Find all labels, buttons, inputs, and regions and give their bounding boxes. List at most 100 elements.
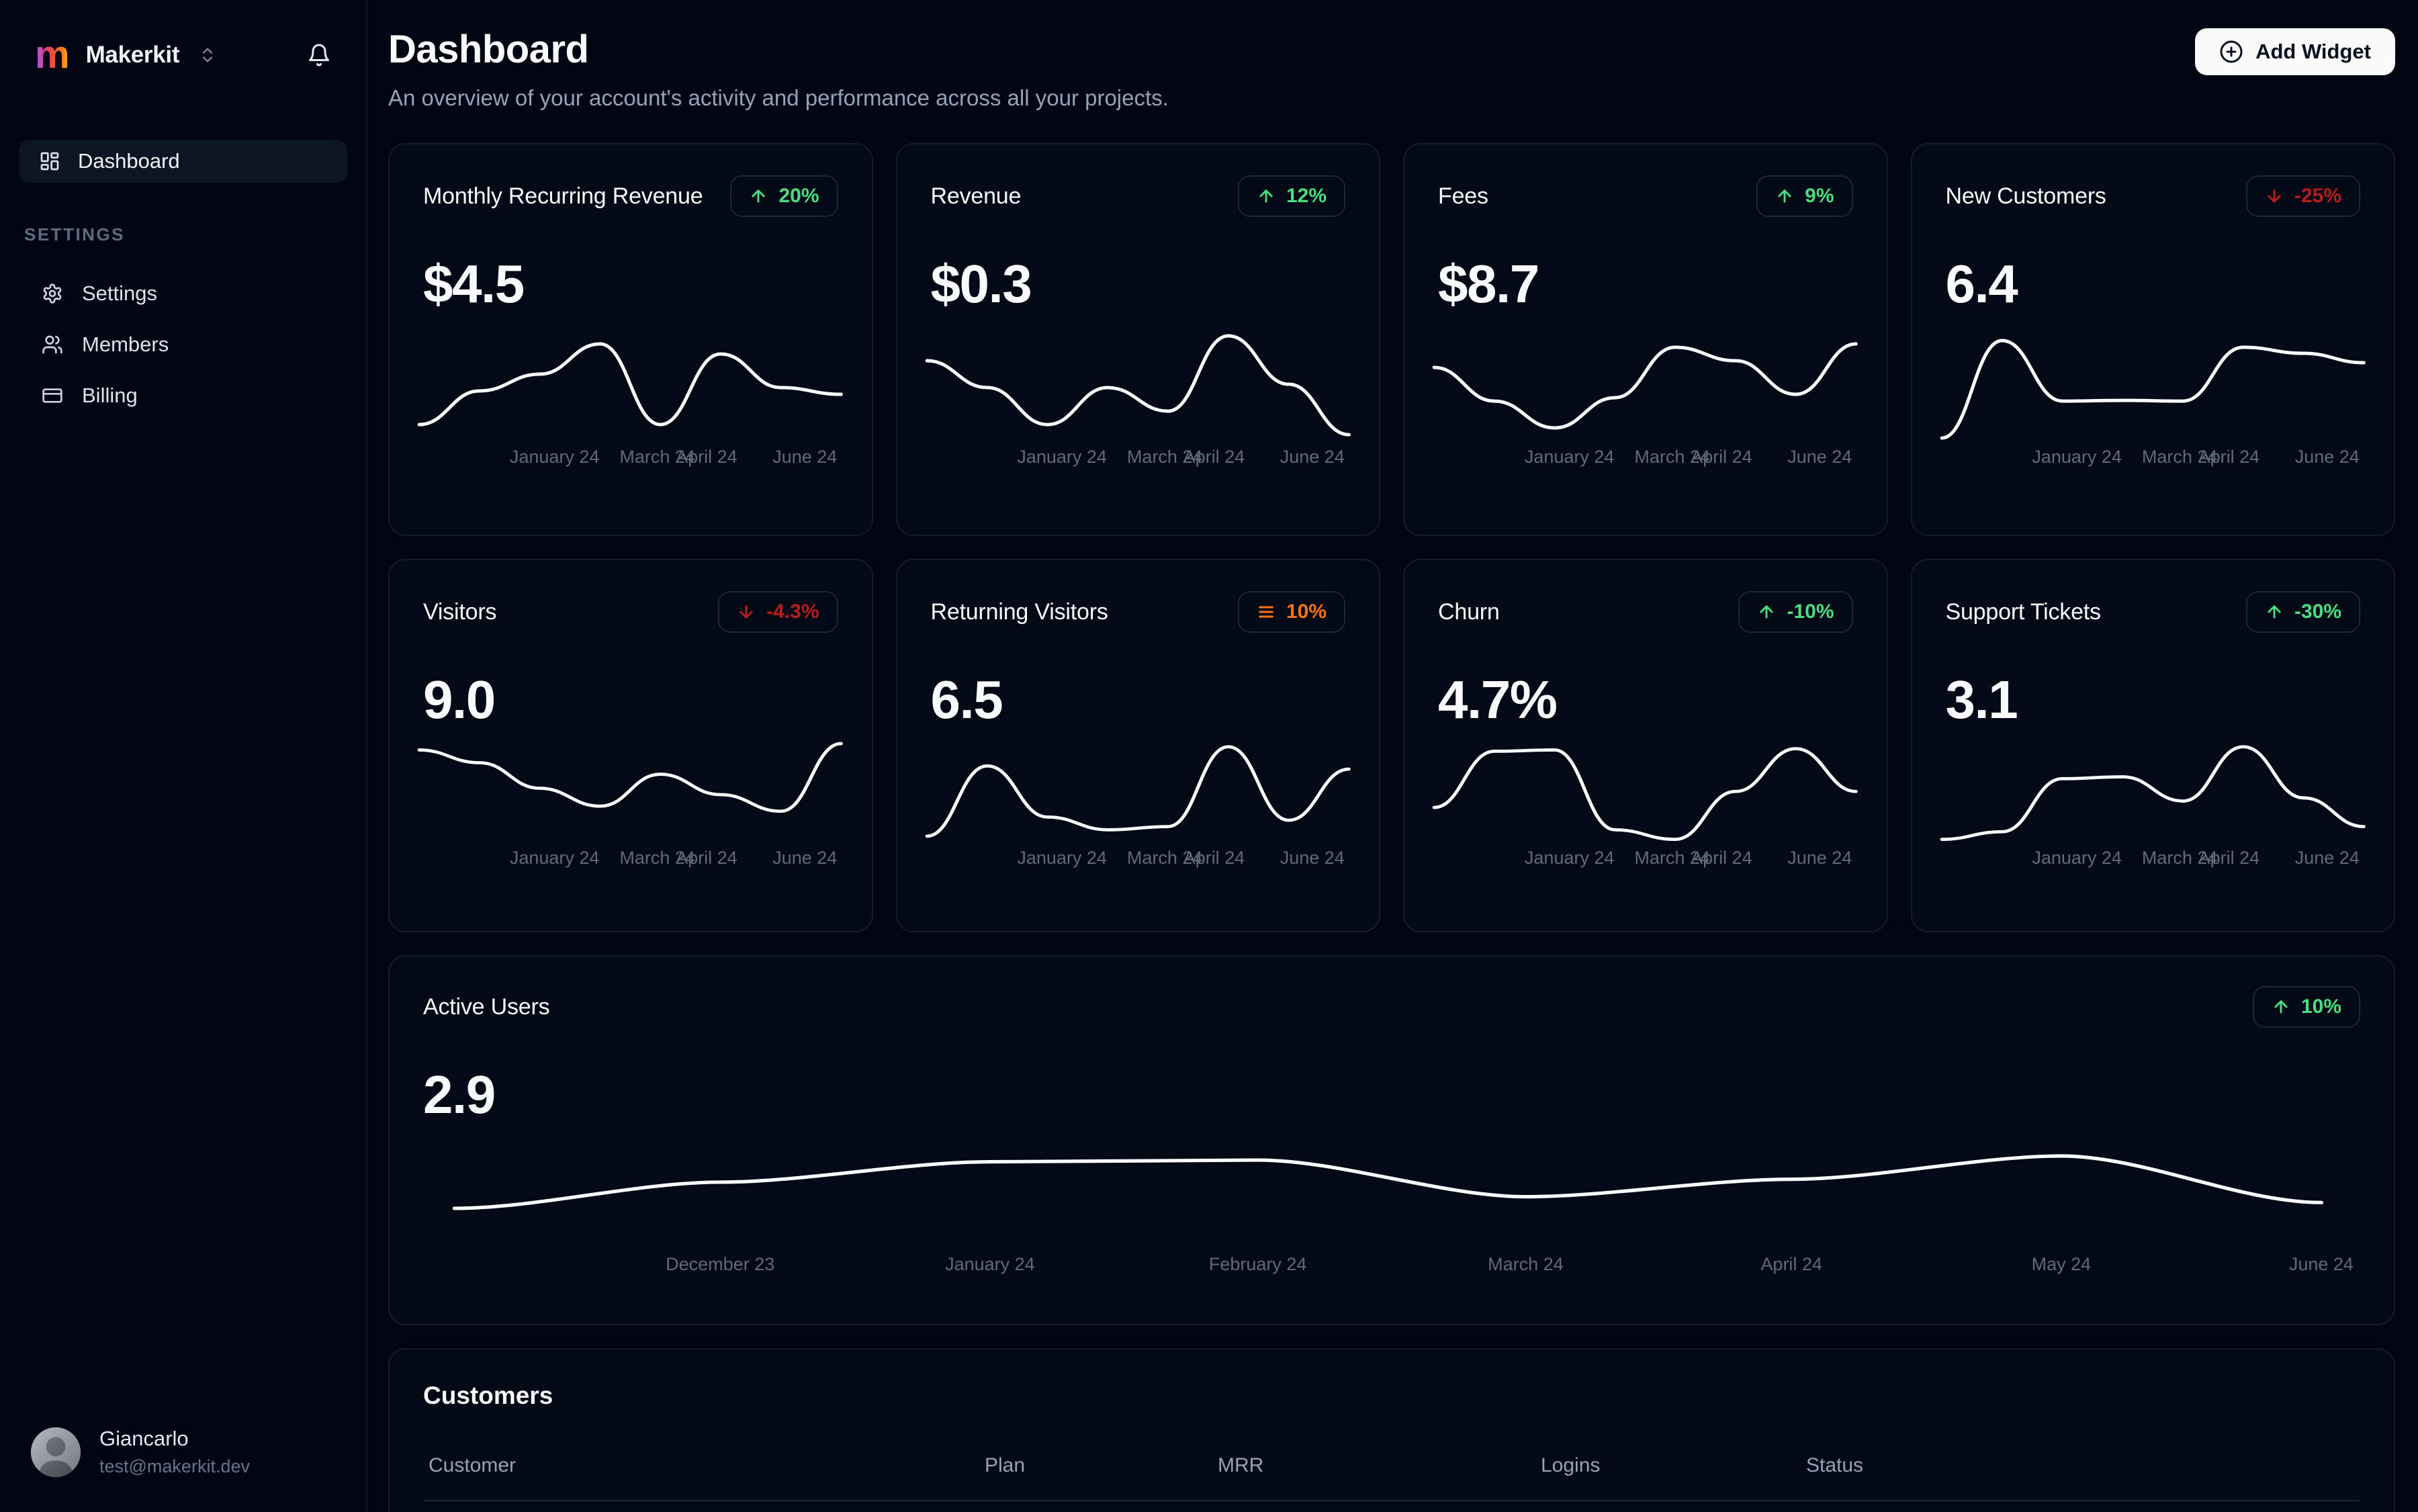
card-returning-visitors: Returning Visitors 10% 6.5 January 24 Ma… bbox=[895, 559, 1380, 932]
trend-value: 20% bbox=[778, 185, 819, 207]
notifications-bell-icon[interactable] bbox=[307, 43, 331, 67]
x-tick: March 24 bbox=[619, 447, 695, 468]
sidebar-item-members[interactable]: Members bbox=[0, 319, 366, 370]
trend-badge: -30% bbox=[2245, 591, 2360, 633]
column-header-logins: Logins bbox=[1541, 1454, 1601, 1476]
x-axis-labels: December 23 January 24 February 24 March… bbox=[407, 1254, 2376, 1284]
stat-value: 2.9 bbox=[423, 1065, 496, 1124]
arrow-up-icon bbox=[2265, 603, 2284, 621]
page-subtitle: An overview of your account's activity a… bbox=[388, 85, 1169, 110]
makerkit-logo-icon: m bbox=[35, 32, 70, 77]
sparkline-path bbox=[925, 334, 1351, 437]
stat-value: 9.0 bbox=[423, 670, 496, 729]
active-users-line bbox=[452, 1154, 2324, 1210]
stat-value: 6.4 bbox=[1945, 254, 2018, 314]
card-visitors: Visitors -4.3% 9.0 January 24 March 24 A… bbox=[388, 559, 873, 932]
x-axis-labels: January 24 March 24 April 24 June 24 bbox=[915, 447, 1362, 476]
trend-badge: 12% bbox=[1237, 175, 1345, 217]
x-axis-labels: January 24 March 24 April 24 June 24 bbox=[1422, 447, 1869, 476]
x-tick: March 24 bbox=[1634, 847, 1710, 868]
sparkline-chart bbox=[407, 731, 854, 846]
sidebar-item-dashboard[interactable]: Dashboard bbox=[19, 140, 347, 183]
sidebar-header: m Makerkit bbox=[0, 30, 366, 81]
x-tick: June 24 bbox=[1787, 847, 1852, 868]
x-tick: January 24 bbox=[1524, 447, 1615, 468]
sparkline-chart bbox=[915, 324, 1362, 445]
x-tick: December 23 bbox=[666, 1254, 775, 1275]
card-active-users: Active Users 10% 2.9 December 23 January… bbox=[388, 955, 2395, 1325]
x-tick: January 24 bbox=[2032, 847, 2122, 868]
x-tick: April 24 bbox=[676, 447, 737, 468]
x-tick: June 24 bbox=[2294, 847, 2360, 868]
card-fees: Fees 9% $8.7 January 24 March 24 April 2… bbox=[1403, 143, 1888, 536]
stat-cards-row-1: Monthly Recurring Revenue 20% $4.5 Janua… bbox=[388, 143, 2395, 536]
card-title: Returning Visitors bbox=[930, 598, 1108, 625]
trend-badge: -25% bbox=[2245, 175, 2360, 217]
stat-value: $8.7 bbox=[1438, 254, 1539, 314]
card-title: Visitors bbox=[423, 598, 497, 625]
stat-value: 3.1 bbox=[1945, 670, 2018, 729]
card-monthly-recurring-revenue: Monthly Recurring Revenue 20% $4.5 Janua… bbox=[388, 143, 873, 536]
customers-table-header: Customer Plan MRR Logins Status bbox=[423, 1454, 2360, 1477]
x-tick: April 24 bbox=[1691, 847, 1752, 868]
stat-value: 6.5 bbox=[930, 670, 1003, 729]
user-email: test@makerkit.dev bbox=[99, 1456, 250, 1476]
user-menu[interactable]: Giancarlo test@makerkit.dev bbox=[0, 1427, 366, 1477]
trend-value: 10% bbox=[2300, 995, 2341, 1018]
page-title: Dashboard bbox=[388, 28, 589, 71]
x-axis-labels: January 24 March 24 April 24 June 24 bbox=[407, 848, 854, 877]
column-header-mrr: MRR bbox=[1218, 1454, 1264, 1476]
add-widget-button[interactable]: Add Widget bbox=[2195, 28, 2395, 75]
sidebar-item-billing[interactable]: Billing bbox=[0, 370, 366, 421]
x-tick: March 24 bbox=[1634, 447, 1710, 468]
card-support-tickets: Support Tickets -30% 3.1 January 24 Marc… bbox=[1910, 559, 2395, 932]
x-tick: April 24 bbox=[676, 847, 737, 868]
sparkline-path bbox=[1940, 745, 2366, 841]
x-axis-labels: January 24 March 24 April 24 June 24 bbox=[407, 447, 854, 476]
card-revenue: Revenue 12% $0.3 January 24 March 24 Apr… bbox=[895, 143, 1380, 536]
card-customers: Customers Customer Plan MRR Logins Statu… bbox=[388, 1348, 2395, 1512]
x-tick: January 24 bbox=[1017, 447, 1107, 468]
card-title: New Customers bbox=[1945, 183, 2106, 209]
column-header-customer: Customer bbox=[429, 1454, 517, 1476]
sidebar-item-settings[interactable]: Settings bbox=[0, 268, 366, 319]
x-tick: April 24 bbox=[1183, 847, 1245, 868]
x-tick: March 24 bbox=[2141, 847, 2218, 868]
sparkline-chart bbox=[1930, 731, 2377, 846]
x-tick: January 24 bbox=[509, 847, 600, 868]
trend-value: 10% bbox=[1286, 601, 1327, 623]
active-users-chart bbox=[407, 1147, 2376, 1217]
sparkline-chart bbox=[1422, 324, 1869, 445]
sparkline-path bbox=[1432, 747, 1858, 841]
workspace-selector[interactable]: m Makerkit bbox=[35, 32, 217, 77]
x-tick: April 24 bbox=[1691, 447, 1752, 468]
customers-title: Customers bbox=[423, 1382, 553, 1409]
user-name: Giancarlo bbox=[99, 1427, 189, 1450]
trend-badge: -10% bbox=[1738, 591, 1853, 633]
sidebar-item-label: Members bbox=[82, 332, 169, 356]
trend-value: 9% bbox=[1805, 185, 1834, 207]
x-tick: March 24 bbox=[1126, 847, 1203, 868]
sidebar-section-settings: SETTINGS bbox=[24, 224, 126, 244]
x-axis-labels: January 24 March 24 April 24 June 24 bbox=[915, 848, 1362, 877]
sparkline-path bbox=[1432, 342, 1858, 430]
x-tick: June 24 bbox=[1787, 447, 1852, 468]
arrow-up-icon bbox=[1757, 603, 1776, 621]
trend-value: 12% bbox=[1286, 185, 1327, 207]
x-tick: June 24 bbox=[772, 847, 838, 868]
plus-circle-icon bbox=[2219, 40, 2243, 64]
trend-value: -25% bbox=[2294, 185, 2341, 207]
arrow-up-icon bbox=[1257, 187, 1275, 206]
page-header: Dashboard An overview of your account's … bbox=[388, 27, 2395, 111]
x-tick: April 24 bbox=[1760, 1254, 1822, 1275]
sparkline-path bbox=[417, 342, 843, 427]
x-tick: March 24 bbox=[2141, 447, 2218, 468]
arrow-up-icon bbox=[749, 187, 768, 206]
workspace-name: Makerkit bbox=[85, 42, 180, 68]
dashboard-grid-icon bbox=[39, 150, 60, 172]
trend-badge: 9% bbox=[1756, 175, 1853, 217]
sparkline-chart bbox=[1422, 731, 1869, 846]
sparkline-chart bbox=[1930, 324, 2377, 445]
sidebar: m Makerkit Dashboard SETTINGS Settings bbox=[0, 0, 367, 1512]
card-title: Monthly Recurring Revenue bbox=[423, 183, 703, 209]
